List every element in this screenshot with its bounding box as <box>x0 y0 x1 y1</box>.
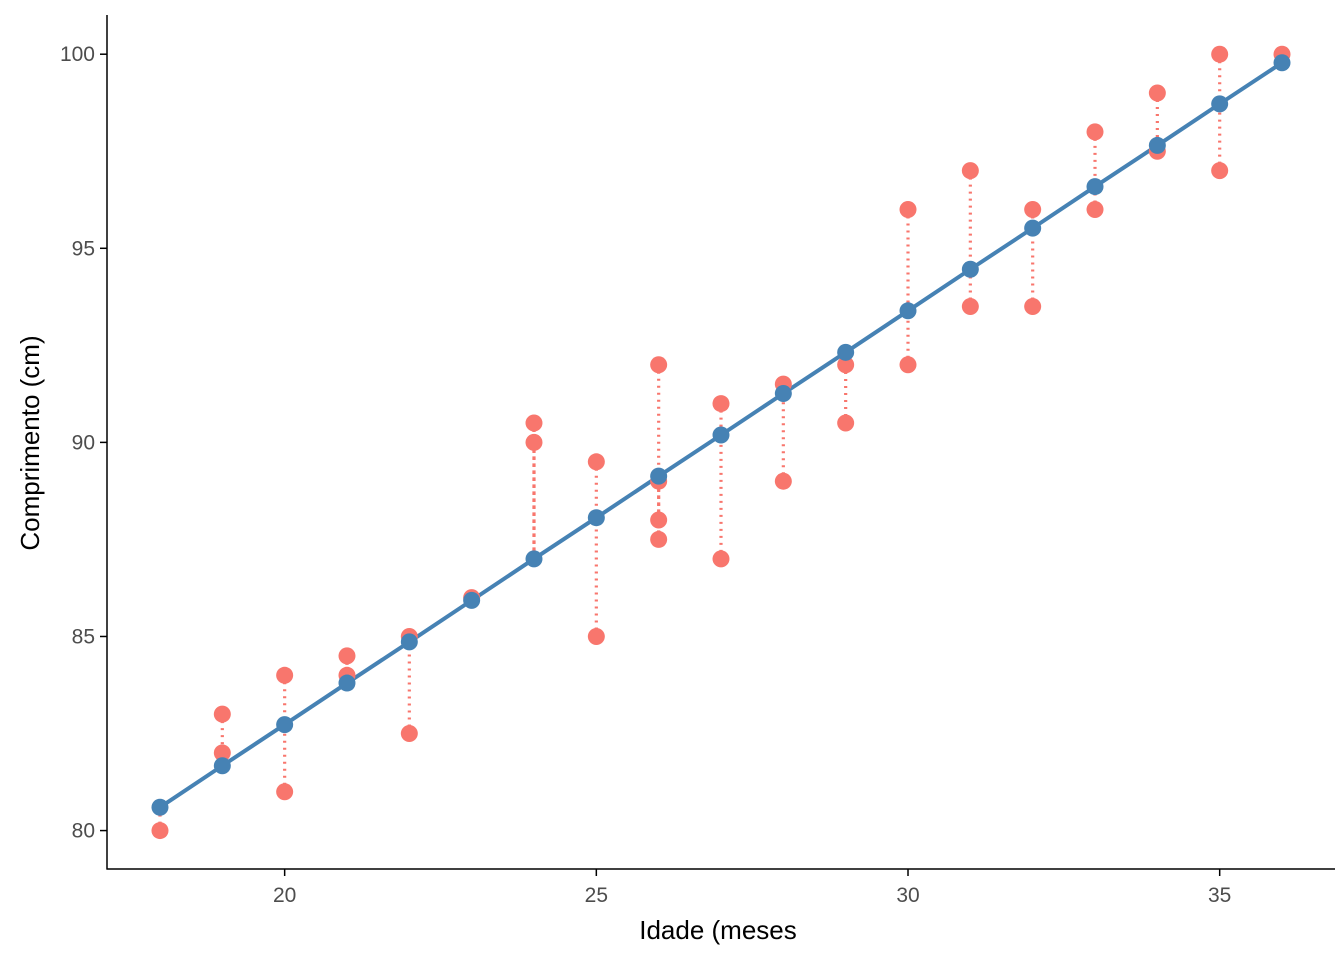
fitted-points-group <box>151 54 1291 816</box>
observed-point <box>1086 200 1104 218</box>
observed-point <box>213 744 231 762</box>
observed-point <box>1024 200 1042 218</box>
x-tick-label: 30 <box>896 884 919 907</box>
observed-point <box>1148 84 1166 102</box>
fitted-point <box>1148 136 1166 154</box>
observed-point <box>525 414 543 432</box>
y-tick-label: 85 <box>72 625 95 648</box>
fitted-point <box>151 798 169 816</box>
fitted-point <box>400 633 418 651</box>
fitted-point <box>837 343 855 361</box>
fitted-point <box>463 591 481 609</box>
fitted-point <box>1211 95 1229 113</box>
observed-point <box>587 453 605 471</box>
fitted-point <box>774 384 792 402</box>
observed-point <box>587 627 605 645</box>
observed-point <box>1024 298 1042 316</box>
observed-point <box>1211 45 1229 63</box>
observed-point <box>525 433 543 451</box>
x-tick-label: 35 <box>1208 884 1231 907</box>
observed-point <box>837 356 855 374</box>
y-tick-label: 95 <box>72 237 95 260</box>
observed-point <box>837 414 855 432</box>
x-axis-title: Idade (meses <box>639 915 797 945</box>
observed-point <box>1086 123 1104 141</box>
observed-point <box>400 725 418 743</box>
fitted-point <box>899 302 917 320</box>
observed-point <box>650 356 668 374</box>
y-tick-label: 80 <box>72 820 95 843</box>
observed-point <box>213 705 231 723</box>
observed-point <box>151 822 169 840</box>
fitted-point <box>650 467 668 485</box>
observed-point <box>276 666 294 684</box>
observed-point <box>650 511 668 529</box>
fitted-point <box>213 757 231 775</box>
x-tick-label: 25 <box>585 884 608 907</box>
observed-point <box>712 395 730 413</box>
fitted-point <box>276 716 294 734</box>
observed-point <box>712 550 730 568</box>
observed-point <box>650 530 668 548</box>
axes-group: 20 25 30 35 80 85 90 95 100 <box>60 15 1335 907</box>
y-tick-label: 100 <box>60 43 95 66</box>
fitted-point <box>1273 54 1291 72</box>
observed-point <box>774 472 792 490</box>
x-tick-label: 20 <box>273 884 296 907</box>
y-tick-label: 90 <box>72 431 95 454</box>
observed-point <box>276 783 294 801</box>
fitted-point <box>587 509 605 527</box>
y-axis-title: Comprimento (cm) <box>15 335 45 550</box>
observed-point <box>338 647 356 665</box>
fitted-point <box>525 550 543 568</box>
fitted-point <box>1086 178 1104 196</box>
observed-point <box>899 356 917 374</box>
fitted-point <box>1024 219 1042 237</box>
fitted-point <box>712 426 730 444</box>
fitted-point <box>961 260 979 278</box>
fitted-point <box>338 674 356 692</box>
observed-point <box>961 298 979 316</box>
observed-point <box>899 200 917 218</box>
observed-point <box>961 162 979 180</box>
observed-point <box>1211 162 1229 180</box>
